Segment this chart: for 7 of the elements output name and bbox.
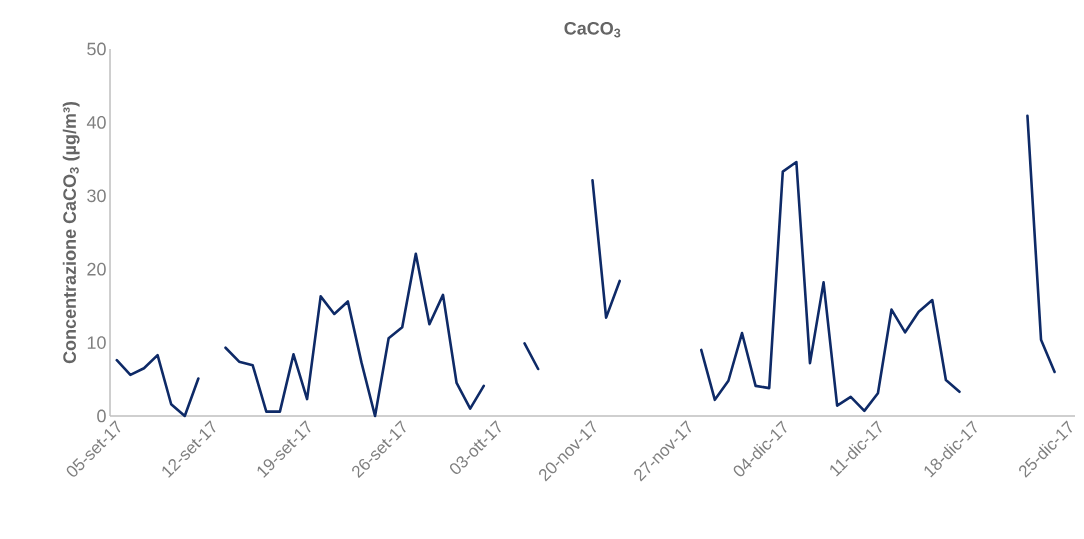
y-tick-label: 10 [87,336,106,349]
y-axis-title: Concentrazione CaCO$_{3}$ (µg/m³) [62,101,80,364]
chart-title: CaCO$_{3}$ [564,21,621,38]
y-tick-label: 30 [87,189,106,203]
y-tick-label: 50 [87,42,106,56]
y-tick-label: 40 [86,116,106,129]
y-tick-label: 20 [87,262,106,276]
